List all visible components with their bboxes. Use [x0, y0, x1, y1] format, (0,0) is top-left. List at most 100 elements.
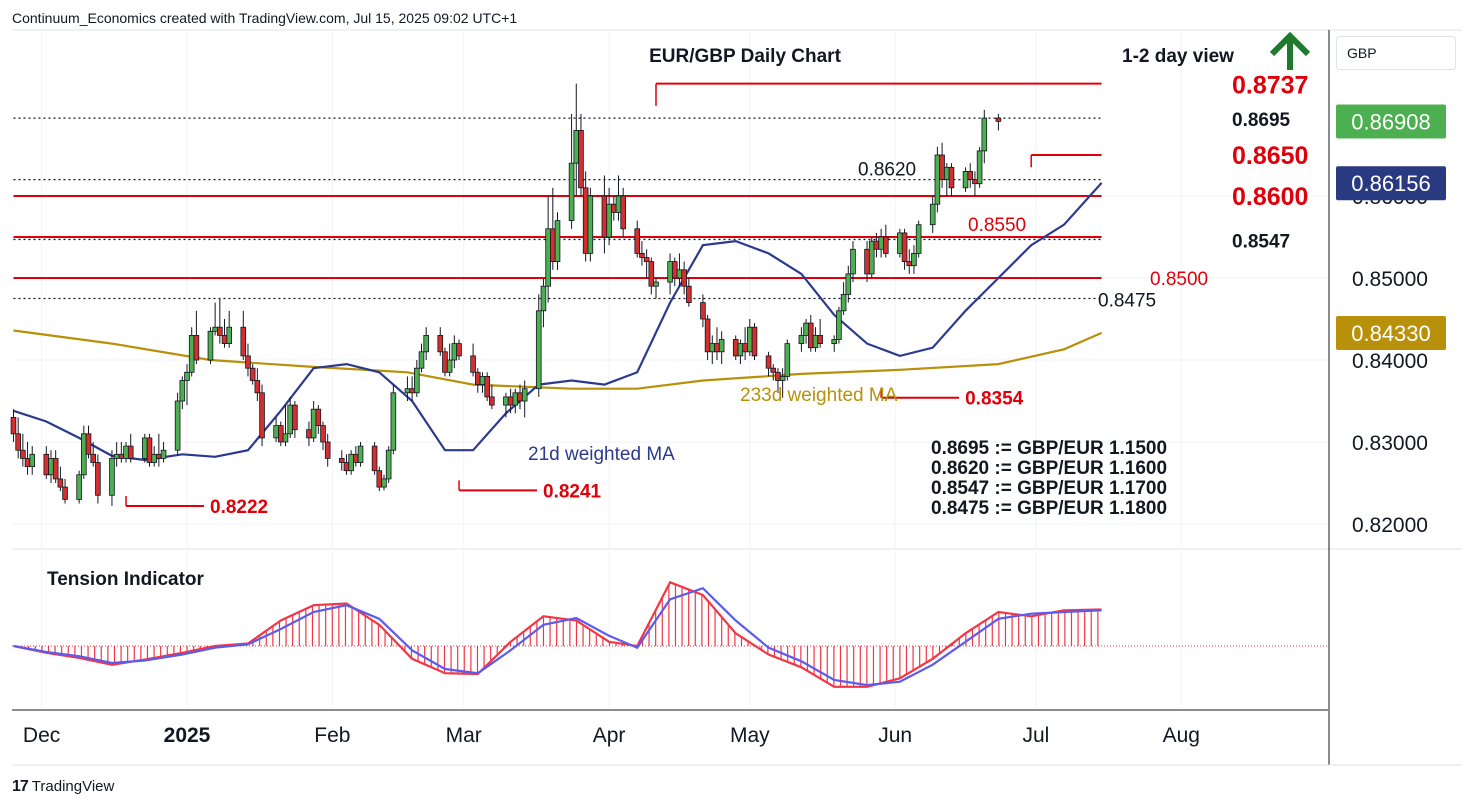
candle-body — [90, 453, 97, 463]
candle — [146, 433, 153, 467]
candle — [52, 450, 59, 483]
candle — [282, 405, 289, 447]
swing-label-0.8222: 0.8222 — [210, 497, 268, 518]
candle — [639, 241, 645, 266]
candle-body — [381, 478, 387, 488]
candle-body — [578, 129, 584, 189]
candle-body — [343, 462, 350, 472]
candle-body — [29, 453, 36, 467]
candle — [606, 187, 612, 246]
candle-body — [62, 486, 68, 500]
candle-body — [503, 396, 509, 406]
candle-body — [57, 478, 64, 488]
candle-body — [113, 453, 120, 459]
candle-body — [615, 195, 622, 213]
candle-body — [118, 453, 125, 459]
candle — [550, 187, 556, 270]
candle-body — [742, 343, 748, 353]
candle-body — [10, 416, 17, 435]
candle — [343, 454, 350, 475]
currency-selector[interactable]: GBP — [1336, 36, 1456, 70]
last-price-tag-bg — [1336, 104, 1446, 139]
candle — [353, 446, 359, 467]
candle-body — [371, 445, 378, 472]
candle-body — [193, 334, 200, 361]
candle-body — [160, 449, 167, 459]
candle — [62, 478, 68, 504]
candle — [878, 228, 884, 258]
candle — [967, 163, 974, 188]
candle — [784, 339, 791, 381]
candle-body — [535, 310, 542, 390]
candle — [751, 323, 758, 360]
candle — [292, 401, 298, 438]
candle-body — [423, 334, 429, 353]
candle — [221, 319, 228, 348]
candle-body — [24, 457, 31, 467]
candle-body — [470, 355, 476, 373]
candle-body — [929, 203, 936, 226]
tradingview-logo-icon: 17 — [12, 778, 29, 795]
candle-body — [779, 375, 786, 381]
candle-body — [943, 166, 950, 181]
candle-body — [747, 326, 753, 353]
candle — [906, 249, 913, 274]
candle-body — [48, 457, 54, 476]
candle — [681, 261, 687, 295]
candle-body — [442, 351, 448, 373]
candle — [765, 351, 772, 377]
candle-body — [681, 269, 687, 287]
candle — [474, 368, 481, 393]
candle — [217, 298, 223, 344]
candle-body — [76, 474, 82, 500]
tradingview-logo-text: TradingView — [31, 778, 115, 795]
candle — [962, 167, 969, 192]
candle — [151, 446, 157, 467]
candle-body — [976, 150, 983, 185]
candle — [995, 114, 1002, 131]
candle-body — [901, 232, 908, 262]
candle-body — [245, 355, 251, 369]
candle — [381, 474, 387, 491]
candle-body — [812, 334, 819, 349]
candle-body — [226, 326, 233, 345]
candle-body — [587, 195, 594, 254]
candle-body — [451, 343, 458, 361]
candle — [10, 409, 17, 442]
candle-body — [517, 392, 523, 402]
tension-histogram — [14, 584, 1099, 687]
candle — [545, 196, 551, 303]
candle — [836, 306, 842, 344]
candle — [718, 331, 725, 365]
candle-body — [700, 302, 706, 320]
tradingview-logo[interactable]: 17 TradingView — [12, 778, 114, 796]
ma21-line — [13, 182, 1103, 462]
chart-attribution: Continuum_Economics created with Trading… — [12, 10, 518, 26]
candle — [840, 282, 847, 315]
candle-body — [174, 400, 181, 451]
candle — [371, 442, 378, 475]
candle — [456, 339, 462, 360]
candle — [770, 364, 777, 381]
candle-body — [184, 371, 190, 381]
candle — [141, 433, 148, 463]
candle-body — [456, 343, 462, 357]
candle-body — [385, 449, 392, 480]
candle-body — [582, 187, 589, 254]
up-arrow-head — [1269, 31, 1311, 57]
x-tick-label: Jun — [878, 724, 912, 747]
candle — [123, 442, 129, 463]
candle-body — [634, 228, 641, 254]
candle-body — [840, 293, 847, 312]
candle-body — [127, 445, 134, 459]
candle-body — [714, 343, 720, 353]
candle — [610, 196, 617, 221]
up-arrow-icon — [1269, 31, 1311, 70]
candle — [943, 163, 950, 196]
candle — [160, 442, 167, 463]
candle — [249, 364, 256, 385]
candle — [601, 175, 608, 254]
ma21-label: 21d weighted MA — [528, 444, 675, 465]
candle-body — [648, 261, 655, 287]
